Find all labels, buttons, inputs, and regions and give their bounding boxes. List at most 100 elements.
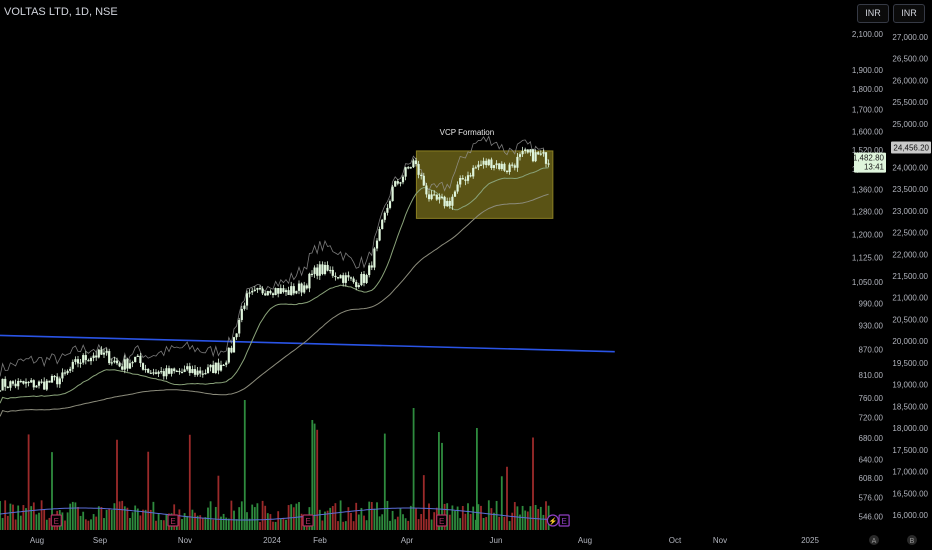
candle-body xyxy=(225,362,228,365)
volume-bar xyxy=(321,520,324,530)
volume-bar xyxy=(534,505,537,530)
volume-bar xyxy=(454,510,456,530)
price-axis-tick: 1,125.00 xyxy=(852,254,884,263)
currency-button-right[interactable]: INR xyxy=(893,4,925,23)
candle-body xyxy=(256,288,259,290)
price-axis-tick: 760.00 xyxy=(859,394,884,403)
price-axis-tick: 1,360.00 xyxy=(852,186,884,195)
candle-body xyxy=(154,372,158,374)
candle-body xyxy=(477,164,480,168)
volume-bar xyxy=(490,508,493,530)
candle-body xyxy=(264,293,267,296)
volume-bar xyxy=(389,520,391,530)
candle-body xyxy=(435,194,438,200)
volume-bar xyxy=(149,509,152,530)
candle-body xyxy=(48,380,51,383)
earnings-icon-letter: E xyxy=(439,517,444,526)
candle-body xyxy=(383,212,386,220)
candle-body xyxy=(37,381,41,386)
volume-bar xyxy=(363,515,365,530)
volume-bar xyxy=(43,509,46,530)
volume-bar xyxy=(116,439,118,530)
candle-body xyxy=(349,277,353,279)
candle-body xyxy=(487,159,490,166)
indicator-layer xyxy=(0,135,615,417)
volume-bar xyxy=(441,442,443,530)
candle-body xyxy=(485,160,488,166)
volume-bar xyxy=(329,507,332,530)
compare-axis-tick: 19,500.00 xyxy=(892,359,928,368)
candle-body xyxy=(544,152,548,164)
volume-bar xyxy=(105,509,108,530)
candle-body xyxy=(513,165,516,168)
candle-body xyxy=(388,201,392,208)
volume-bar xyxy=(77,506,79,530)
candle-body xyxy=(305,285,308,289)
candle-body xyxy=(407,167,410,169)
volume-bar xyxy=(152,501,155,530)
volume-bar xyxy=(516,506,519,530)
time-axis-label: Oct xyxy=(669,536,682,545)
volume-bar xyxy=(264,505,267,530)
candle-body xyxy=(495,163,498,166)
volume-bar xyxy=(396,516,399,530)
candle-body xyxy=(284,290,288,293)
volume-bar xyxy=(482,517,485,530)
earnings-icon xyxy=(436,514,448,527)
candle-body xyxy=(344,275,347,283)
volume-bar xyxy=(407,520,410,530)
candle-body xyxy=(433,194,436,196)
volume-bar xyxy=(485,517,488,530)
price-axis-tick: 608.00 xyxy=(859,474,884,483)
candle-body xyxy=(370,265,373,268)
volume-bar xyxy=(191,509,194,530)
volume-bar xyxy=(464,513,467,530)
compare-tag-value: 24,456.20 xyxy=(893,144,929,153)
price-axis-tick: 2,100.00 xyxy=(852,30,884,39)
candle-body xyxy=(222,364,225,367)
candle-body xyxy=(79,362,82,364)
candle-body xyxy=(271,293,275,296)
events-layer: E E E E E⚡ xyxy=(50,514,570,527)
volume-bar xyxy=(212,519,215,530)
candle-body xyxy=(238,319,241,334)
footer-button-label: B xyxy=(910,538,915,545)
candle-body xyxy=(295,290,298,294)
candle-body xyxy=(56,376,59,385)
candle-body xyxy=(212,364,215,374)
volume-bar xyxy=(251,504,254,530)
candle-body xyxy=(396,181,399,184)
volume-bar xyxy=(331,506,334,530)
volume-bar xyxy=(376,502,378,530)
candle-body xyxy=(404,167,407,177)
candle-body xyxy=(412,160,415,168)
candle-body xyxy=(183,369,186,372)
price-tag-value: 1,482.80 xyxy=(853,154,885,163)
volume-bar xyxy=(402,514,404,530)
candle-body xyxy=(14,383,17,387)
candle-body xyxy=(6,386,9,388)
volume-bar xyxy=(19,515,22,530)
volume-bar xyxy=(430,519,433,530)
time-axis-label: Nov xyxy=(178,536,192,545)
candle-body xyxy=(279,288,282,294)
volume-bar xyxy=(214,506,217,530)
volume-bar xyxy=(334,503,337,530)
volume-bar xyxy=(82,511,85,530)
candle-body xyxy=(17,380,20,387)
candle-body xyxy=(329,269,332,272)
volume-bar xyxy=(51,452,53,530)
volume-bar xyxy=(337,521,339,530)
candle-body xyxy=(139,355,142,364)
currency-button-left[interactable]: INR xyxy=(857,4,889,23)
candle-body xyxy=(0,390,2,392)
candle-body xyxy=(511,164,514,166)
compare-axis-tick: 17,000.00 xyxy=(892,468,928,477)
candle-body xyxy=(287,290,290,295)
axes-layer: 2,100.00 1,900.00 1,800.00 1,700.00 1,600.00… xyxy=(30,30,931,545)
volume-bar xyxy=(300,513,303,530)
candle-body xyxy=(66,370,69,374)
volume-bar xyxy=(365,520,368,530)
candle-body xyxy=(115,360,119,364)
